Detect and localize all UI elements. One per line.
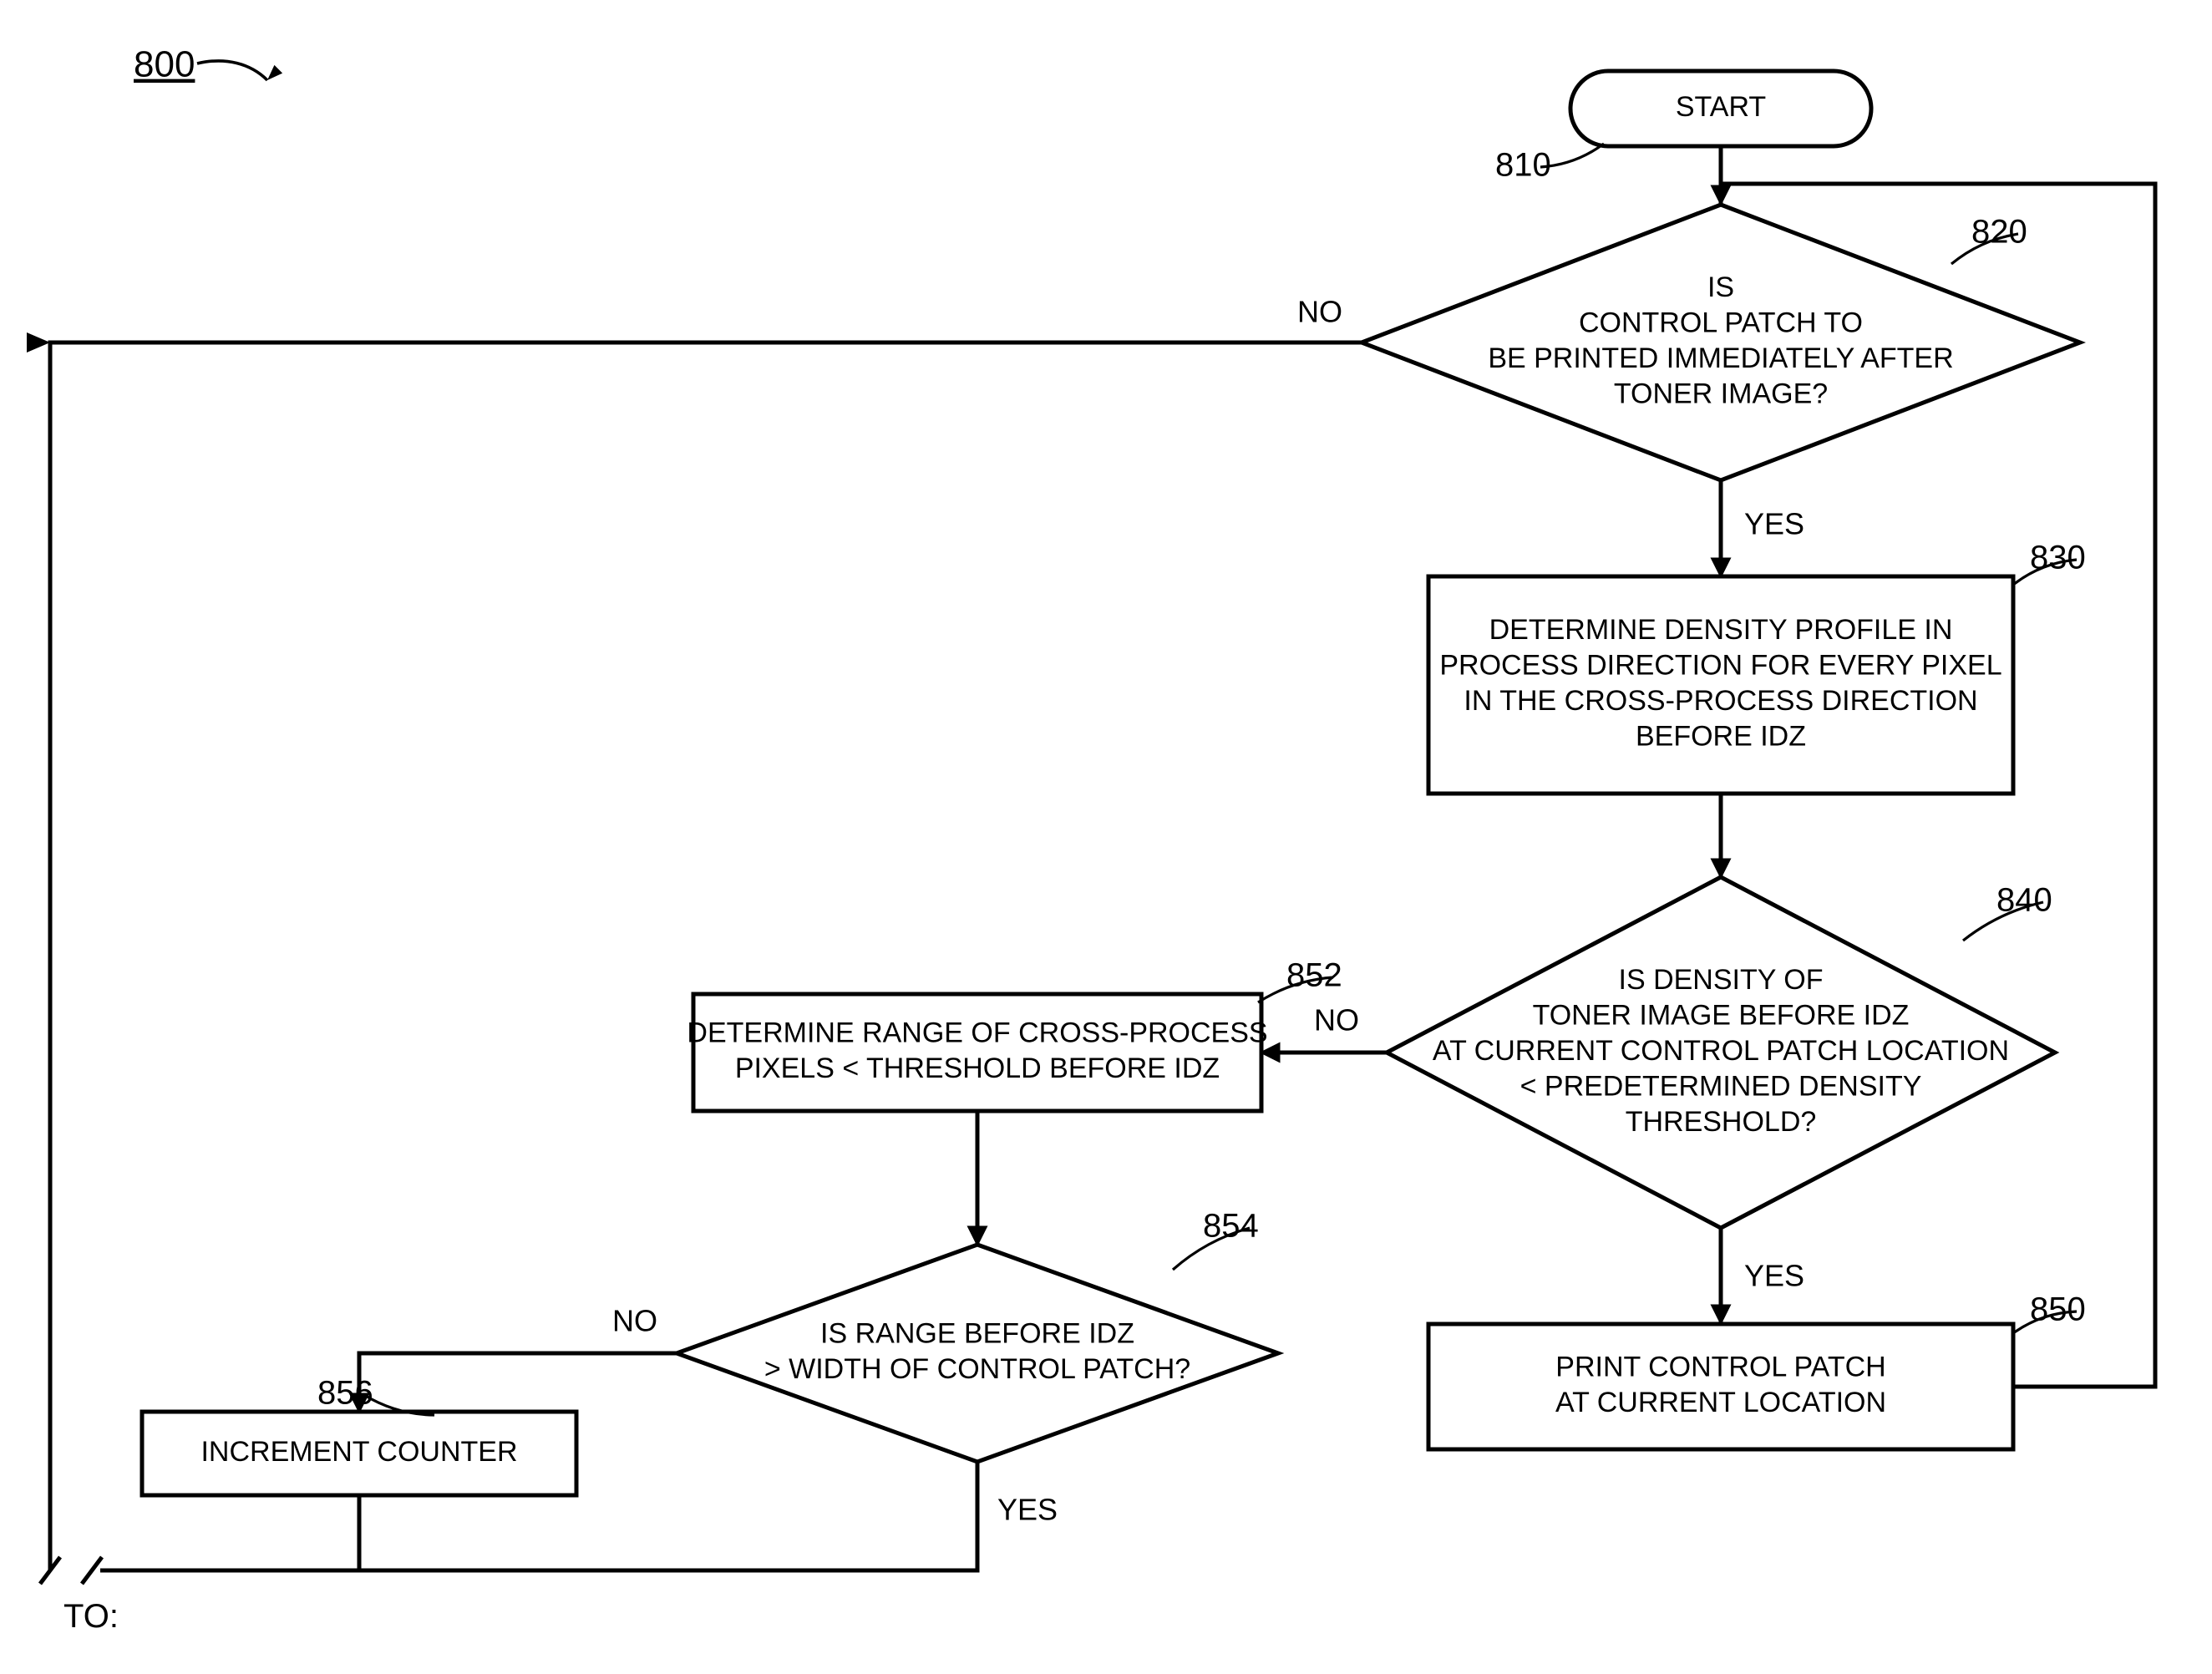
node-p850: PRINT CONTROL PATCH AT CURRENT LOCATION 85… [1428,1291,2086,1449]
edge-1-label: YES [1744,507,1804,541]
to-label: TO: [63,1598,119,1635]
node-p830: DETERMINE DENSITY PROFILE IN PROCESS DIRE… [1428,540,2086,794]
node-d820-line0: IS [1707,271,1734,303]
node-d840: IS DENSITY OFTONER IMAGE BEFORE IDZ AT CU… [1387,877,2055,1228]
node-p852: DETERMINE RANGE OF CROSS-PROCESS PIXELS <… [687,957,1342,1111]
ref-p852: 852 [1286,957,1342,994]
node-d854-line0: IS RANGE BEFORE IDZ [820,1318,1134,1350]
edge-7 [100,1462,977,1570]
node-d820-line1: CONTROL PATCH TO [1579,307,1863,339]
node-p850-line1: AT CURRENT LOCATION [1555,1387,1886,1418]
node-d854-line1: > WIDTH OF CONTROL PATCH? [764,1353,1190,1385]
flowchart-canvas: START 810 IS CONTROL PATCH TOBE PRINTED IMM… [0,0,2212,1674]
ref-p850: 850 [2030,1291,2086,1328]
ref-d854: 854 [1203,1208,1259,1245]
node-d840-line2: AT CURRENT CONTROL PATCH LOCATION [1433,1035,2009,1067]
node-d840-line4: THRESHOLD? [1626,1106,1817,1138]
node-d840-line0: IS DENSITY OF [1619,964,1824,996]
edge-4-label: NO [1314,1003,1359,1037]
node-p852-line1: PIXELS < THRESHOLD BEFORE IDZ [735,1053,1220,1084]
node-start-line0: START [1676,91,1766,123]
node-p850-line0: PRINT CONTROL PATCH [1555,1352,1885,1383]
edge-6 [359,1353,677,1412]
node-p856-line0: INCREMENT COUNTER [200,1436,517,1468]
node-d840-line1: TONER IMAGE BEFORE IDZ [1533,999,1910,1031]
node-d854: IS RANGE BEFORE IDZ> WIDTH OF CONTROL PA… [677,1208,1278,1462]
node-p830-line2: IN THE CROSS-PROCESS DIRECTION [1464,685,1977,717]
node-d820-line3: TONER IMAGE? [1614,378,1828,410]
node-p852-line0: DETERMINE RANGE OF CROSS-PROCESS [687,1017,1267,1049]
figure-ref: 800 [134,44,195,85]
break-tick-1 [82,1557,102,1584]
figure-ref-arrow-tip [267,65,282,80]
node-p830-line1: PROCESS DIRECTION FOR EVERY PIXEL [1439,650,2001,682]
edge-9-label: NO [1297,295,1342,329]
node-d820: IS CONTROL PATCH TOBE PRINTED IMMEDIATELY… [1362,205,2080,480]
node-d840-line3: < PREDETERMINED DENSITY [1520,1070,1922,1102]
node-d820-line2: BE PRINTED IMMEDIATELY AFTER [1488,342,1953,374]
edge-9-midarrow [27,332,50,353]
node-p830-line0: DETERMINE DENSITY PROFILE IN [1489,614,1953,646]
edge-6-label: NO [612,1304,657,1338]
edge-9 [50,342,1362,1570]
ref-start: 810 [1495,147,1551,184]
edge-7-label: YES [997,1493,1058,1527]
node-p830-line3: BEFORE IDZ [1636,721,1806,753]
ref-d840: 840 [1996,882,2052,919]
edge-3-label: YES [1744,1259,1804,1293]
figure-ref-arrow [197,61,267,80]
ref-p856: 856 [317,1375,373,1412]
